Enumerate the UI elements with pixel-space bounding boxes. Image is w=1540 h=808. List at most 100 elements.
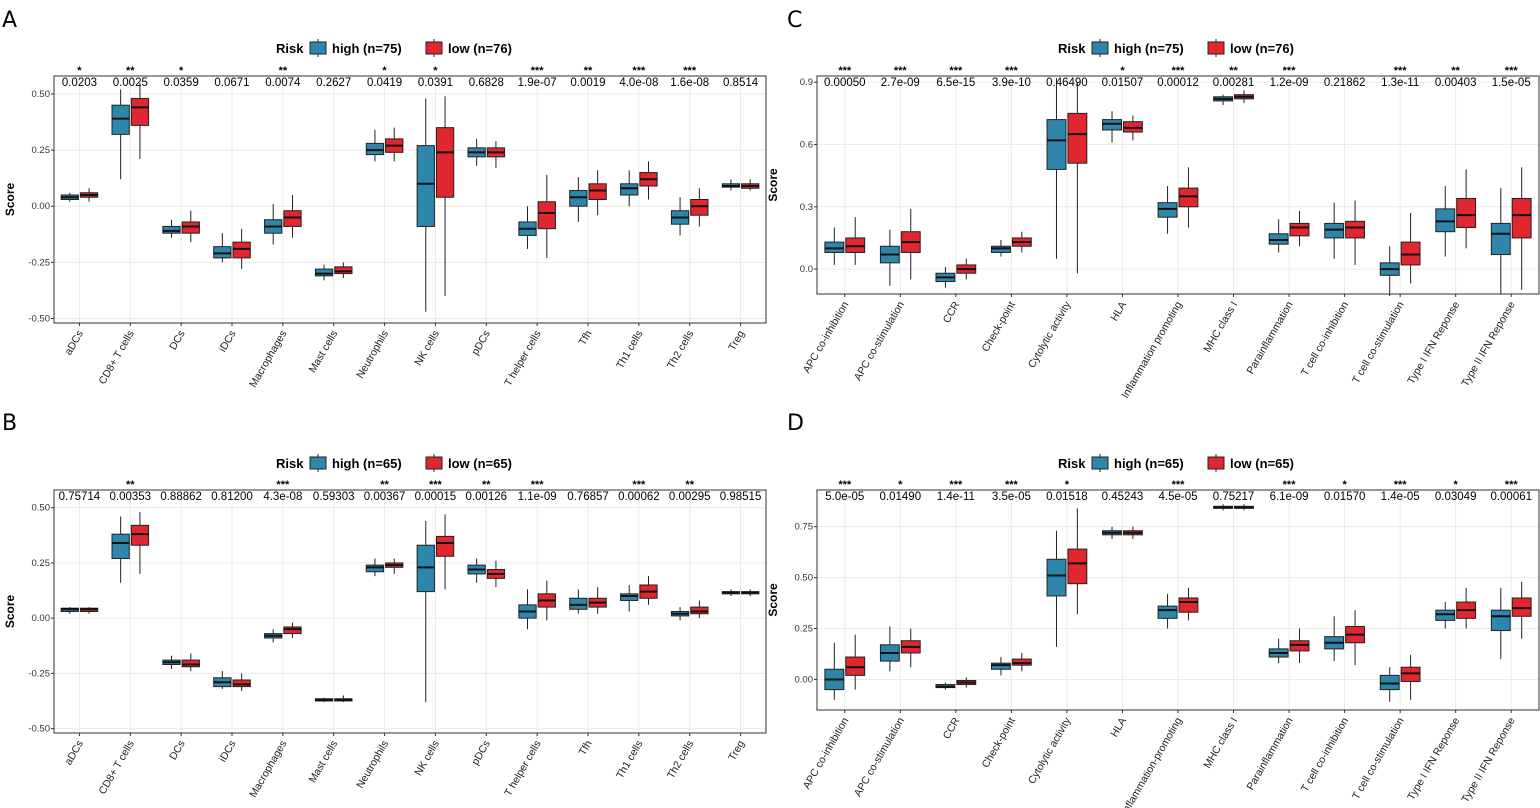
box-low-9	[537, 174, 556, 258]
x-tick-label: CCR	[941, 715, 963, 741]
significance-stars: *	[179, 65, 184, 77]
legend-title: Risk	[276, 456, 304, 471]
p-value-label: 1.4e-11	[937, 491, 975, 503]
x-tick-label: Th1 cells	[614, 739, 645, 781]
significance-stars: ***	[276, 479, 290, 491]
box-high-12	[1490, 587, 1511, 660]
box-body	[435, 127, 455, 198]
box-low-6	[385, 127, 404, 162]
box-high-8	[1268, 219, 1289, 253]
y-tick-label: 0.00	[32, 201, 51, 212]
box-body	[130, 524, 150, 546]
box-high-9	[518, 589, 537, 630]
p-value-label: 0.01490	[880, 491, 922, 503]
x-tick-label: NK cells	[412, 739, 442, 778]
p-value-label: 6.1e-09	[1270, 491, 1309, 503]
p-value-label: 0.59303	[313, 491, 355, 503]
box-low-2	[181, 210, 200, 243]
significance-stars: ***	[838, 65, 852, 77]
legend-label-low: low (n=76)	[448, 41, 512, 56]
box-high-4	[264, 629, 283, 643]
p-value-label: 0.01518	[1046, 491, 1088, 503]
box-high-7	[1213, 504, 1234, 511]
significance-stars: ***	[632, 479, 646, 491]
box-low-13	[741, 179, 760, 191]
box-low-3	[232, 673, 251, 692]
box-body	[1289, 640, 1310, 652]
box-low-3	[232, 228, 251, 270]
box-high-5	[314, 697, 334, 703]
box-body	[569, 597, 588, 610]
significance-stars: **	[380, 479, 389, 491]
box-low-6	[1178, 167, 1199, 228]
box-low-8	[486, 560, 506, 588]
x-tick-label: Treg	[726, 328, 747, 352]
box-low-5	[1122, 115, 1143, 141]
x-tick-label: Inflammation-promoting	[1119, 715, 1185, 808]
box-body	[1067, 112, 1088, 164]
p-value-label: 0.98515	[720, 491, 762, 503]
p-value-label: 0.00126	[465, 491, 507, 503]
legend-swatch-high-fill	[309, 41, 327, 55]
legend-label-high: high (n=65)	[1114, 456, 1184, 471]
legend-swatch-low	[1207, 41, 1225, 55]
x-tick-label: Parainflammation	[1244, 299, 1295, 376]
box-body	[1046, 119, 1067, 170]
y-tick-label: 0.50	[32, 503, 51, 514]
box-low-5	[334, 695, 353, 703]
significance-stars: ***	[429, 479, 443, 491]
p-value-label: 0.75217	[1213, 491, 1255, 503]
x-tick-label: iDCs	[217, 329, 239, 355]
box-body	[991, 662, 1011, 670]
significance-stars: ***	[1505, 479, 1519, 491]
y-axis-label: Score	[766, 168, 780, 202]
x-tick-label: aDCs	[63, 329, 87, 358]
box-high-2	[162, 219, 181, 238]
p-value-label: 1.3e-11	[1381, 77, 1419, 89]
box-high-10	[1379, 667, 1400, 702]
x-tick-label: HLA	[1108, 300, 1129, 324]
box-high-5	[1102, 526, 1122, 539]
x-tick-label: Inflammation promoting	[1119, 299, 1184, 400]
box-high-6	[365, 558, 385, 577]
significance-stars: **	[1229, 65, 1238, 77]
box-body	[416, 145, 435, 227]
legend-label-low: low (n=76)	[1230, 41, 1294, 56]
box-body	[1435, 208, 1456, 233]
box-high-4	[1046, 78, 1067, 259]
p-value-label: 0.00061	[1490, 491, 1532, 503]
p-value-label: 0.0074	[265, 77, 301, 89]
legend-swatch-high-fill	[309, 456, 327, 470]
box-low-11	[639, 576, 658, 605]
box-low-3	[1011, 231, 1032, 253]
p-value-label: 0.01570	[1324, 491, 1366, 503]
x-tick-label: Macrophages	[247, 739, 289, 800]
y-tick-label: -0.50	[28, 724, 50, 735]
box-low-12	[690, 600, 709, 619]
box-low-5	[334, 262, 353, 279]
box-low-8	[1289, 210, 1310, 247]
x-tick-label: iDCs	[217, 739, 239, 765]
p-value-label: 0.00367	[364, 491, 406, 503]
box-high-0	[60, 607, 79, 614]
significance-stars: **	[1451, 65, 1460, 77]
p-value-label: 0.88862	[160, 491, 202, 503]
x-tick-label: T helper cells	[502, 739, 544, 799]
p-value-label: 0.45243	[1102, 491, 1144, 503]
x-tick-label: DCs	[167, 739, 188, 763]
significance-stars: *	[1454, 479, 1459, 491]
box-body	[181, 659, 200, 668]
box-low-7	[1234, 90, 1254, 103]
significance-stars: ***	[531, 65, 545, 77]
box-body	[1178, 187, 1199, 208]
box-low-0	[79, 188, 99, 202]
box-high-0	[824, 227, 845, 265]
box-high-0	[824, 642, 845, 700]
box-low-4	[283, 195, 302, 238]
plot-frame	[53, 75, 767, 324]
box-body	[1511, 197, 1532, 239]
p-value-label: 2.7e-09	[881, 77, 920, 89]
panel-B: 0.50 0.25 0.00 -0.25 -0.50 Score 0.75714 0.0035…	[3, 454, 767, 800]
box-low-7	[435, 514, 455, 590]
p-value-label: 0.00062	[618, 491, 660, 503]
